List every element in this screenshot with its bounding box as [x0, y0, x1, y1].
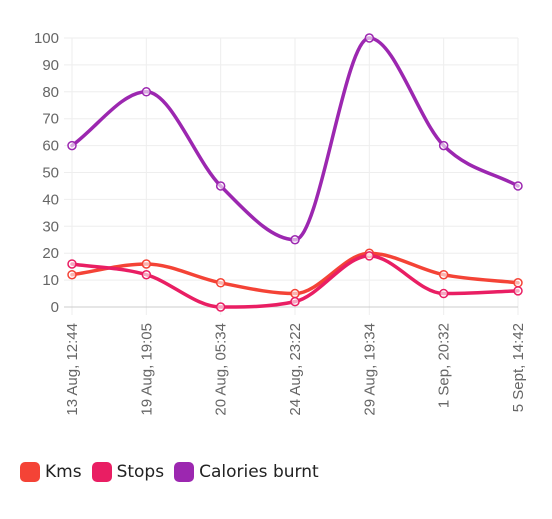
y-tick-label: 50: [42, 165, 59, 182]
data-point-kms[interactable]: [290, 288, 300, 299]
y-tick-label: 30: [42, 218, 59, 235]
x-tick-label: 13 Aug, 12:44: [64, 323, 81, 416]
y-axis-ticks: 0 10 20 30 40 50 60 70 80 90 100: [34, 30, 59, 316]
y-tick-label: 20: [42, 245, 59, 262]
legend-item-calories-burnt[interactable]: Calories burnt: [174, 462, 319, 482]
data-point-calories-burnt[interactable]: [290, 235, 300, 245]
data-point-kms[interactable]: [215, 278, 226, 288]
data-point-calories-burnt[interactable]: [513, 181, 523, 191]
y-tick-label: 100: [34, 30, 59, 47]
y-tick-label: 40: [42, 191, 59, 208]
y-tick-label: 60: [42, 138, 59, 155]
grid: [64, 37, 519, 315]
data-point-stops[interactable]: [364, 251, 375, 261]
y-tick-label: 0: [51, 299, 59, 316]
data-point-calories-burnt[interactable]: [215, 181, 226, 191]
legend-label: Kms: [45, 462, 82, 482]
x-tick-label: 1 Sep, 20:32: [436, 323, 453, 408]
legend-item-stops[interactable]: Stops: [91, 462, 165, 482]
data-point-kms[interactable]: [67, 269, 77, 280]
series-points: [67, 33, 523, 312]
data-point-kms[interactable]: [438, 269, 449, 280]
data-point-stops[interactable]: [513, 286, 523, 296]
data-point-calories-burnt[interactable]: [364, 33, 375, 43]
y-tick-label: 90: [42, 57, 59, 74]
x-axis-ticks: 13 Aug, 12:44 19 Aug, 19:05 20 Aug, 05:34 2…: [64, 323, 527, 416]
data-point-stops[interactable]: [290, 296, 300, 307]
data-point-kms[interactable]: [141, 259, 152, 269]
legend-swatch: [174, 462, 195, 482]
x-tick-label: 24 Aug, 23:22: [287, 323, 304, 416]
legend-label: Stops: [116, 462, 165, 482]
y-tick-label: 70: [42, 111, 59, 128]
data-point-calories-burnt[interactable]: [67, 140, 77, 151]
x-tick-label: 29 Aug, 19:34: [361, 323, 378, 416]
x-tick-label: 20 Aug, 05:34: [213, 323, 230, 416]
data-point-stops[interactable]: [438, 288, 449, 299]
legend: Kms Stops Calories burnt: [20, 462, 321, 482]
y-tick-label: 80: [42, 84, 59, 101]
legend-label: Calories burnt: [199, 462, 319, 482]
x-tick-label: 19 Aug, 19:05: [138, 323, 155, 416]
legend-swatch: [91, 462, 112, 482]
y-tick-label: 10: [42, 272, 59, 289]
data-point-stops[interactable]: [67, 259, 77, 269]
x-tick-label: 5 Sept, 14:42: [510, 323, 527, 412]
legend-swatch: [20, 462, 40, 482]
data-point-stops[interactable]: [215, 302, 226, 312]
series-line-calories-burnt: [70, 36, 520, 242]
data-point-stops[interactable]: [141, 269, 152, 280]
data-point-calories-burnt[interactable]: [141, 87, 152, 97]
data-point-calories-burnt[interactable]: [438, 140, 449, 151]
legend-item-kms[interactable]: Kms: [20, 462, 82, 482]
data-point-kms[interactable]: [513, 278, 523, 288]
